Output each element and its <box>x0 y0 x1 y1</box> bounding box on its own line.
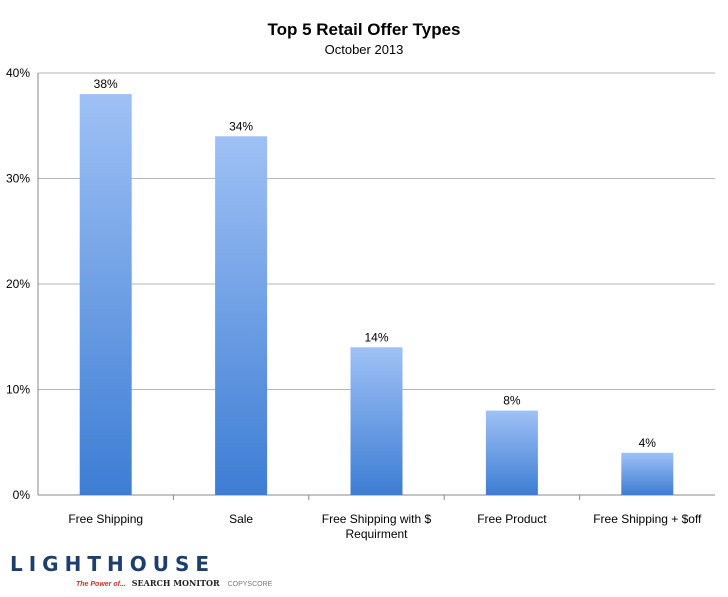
y-tick-label: 30% <box>6 172 30 186</box>
logo-tagline-copyscore: COPYSCORE <box>227 581 273 588</box>
y-tick-label: 40% <box>6 66 30 80</box>
data-label: 4% <box>639 436 657 450</box>
lighthouse-logo: LIGHTHOUSE The Power of... SEARCH MONITO… <box>6 552 272 592</box>
logo-wordmark: LIGHTHOUSE <box>10 552 216 576</box>
logo-tagline-power: The Power of... <box>76 581 126 588</box>
y-tick-label: 10% <box>6 383 30 397</box>
x-tick-label: Free Shipping with $ Requirment <box>322 512 432 541</box>
x-tick-label: Sale <box>229 512 253 526</box>
bar <box>485 410 538 495</box>
chart-subtitle: October 2013 <box>324 42 404 57</box>
x-tick-label: Free Product <box>477 512 547 526</box>
data-label: 14% <box>364 330 388 344</box>
bar <box>215 136 268 496</box>
bar <box>621 452 674 495</box>
x-tick-label: Free Shipping + $off <box>593 512 702 526</box>
bar <box>79 94 132 495</box>
y-tick-label: 0% <box>13 488 31 502</box>
logo-tagline-search-monitor: SEARCH MONITOR <box>131 578 220 588</box>
bar <box>350 347 403 495</box>
logo-tagline: The Power of... SEARCH MONITOR COPYSCORE <box>76 578 272 588</box>
y-tick-label: 20% <box>6 277 30 291</box>
x-tick-label: Free Shipping <box>68 512 143 526</box>
data-label: 8% <box>503 394 521 408</box>
data-label: 34% <box>229 119 253 133</box>
chart-title: Top 5 Retail Offer Types <box>267 20 461 39</box>
data-label: 38% <box>94 77 118 91</box>
